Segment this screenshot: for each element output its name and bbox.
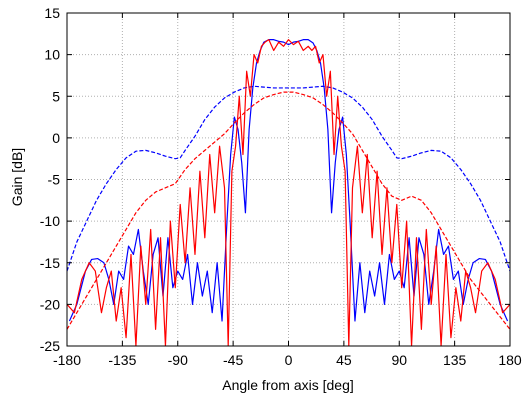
y-axis-label: Gain [dB]	[9, 148, 25, 206]
x-tick-label: -180	[53, 352, 81, 368]
tick-labels: -180 -135 -90 -45 0 45 90 135 180 -25 -20 -15 -10 -5 0…	[40, 5, 522, 368]
y-tick-label: 0	[52, 130, 60, 146]
series-layer	[67, 39, 510, 346]
x-tick-label: 0	[285, 352, 293, 368]
x-tick-label: 90	[391, 352, 407, 368]
y-tick-label: -25	[40, 338, 60, 354]
y-tick-label: -10	[40, 213, 60, 229]
y-tick-label: 15	[44, 5, 60, 21]
blue-solid-series-line	[68, 39, 509, 322]
y-tick-label: -15	[40, 255, 60, 271]
red-dashed-series-line	[67, 91, 510, 330]
x-tick-label: -90	[168, 352, 188, 368]
x-tick-label: 180	[498, 352, 522, 368]
x-tick-label: -135	[108, 352, 136, 368]
y-tick-label: -20	[40, 296, 60, 312]
red-solid-series-line	[67, 39, 510, 346]
blue-dashed-series-line	[67, 85, 510, 272]
tick-marks	[66, 12, 511, 347]
x-tick-label: -45	[223, 352, 243, 368]
y-tick-label: 5	[52, 88, 60, 104]
y-tick-label: 10	[44, 47, 60, 63]
y-tick-label: -5	[48, 172, 61, 188]
x-tick-label: 45	[336, 352, 352, 368]
x-tick-label: 135	[443, 352, 467, 368]
x-axis-label: Angle from axis [deg]	[222, 377, 354, 393]
grid-lines	[67, 13, 510, 346]
